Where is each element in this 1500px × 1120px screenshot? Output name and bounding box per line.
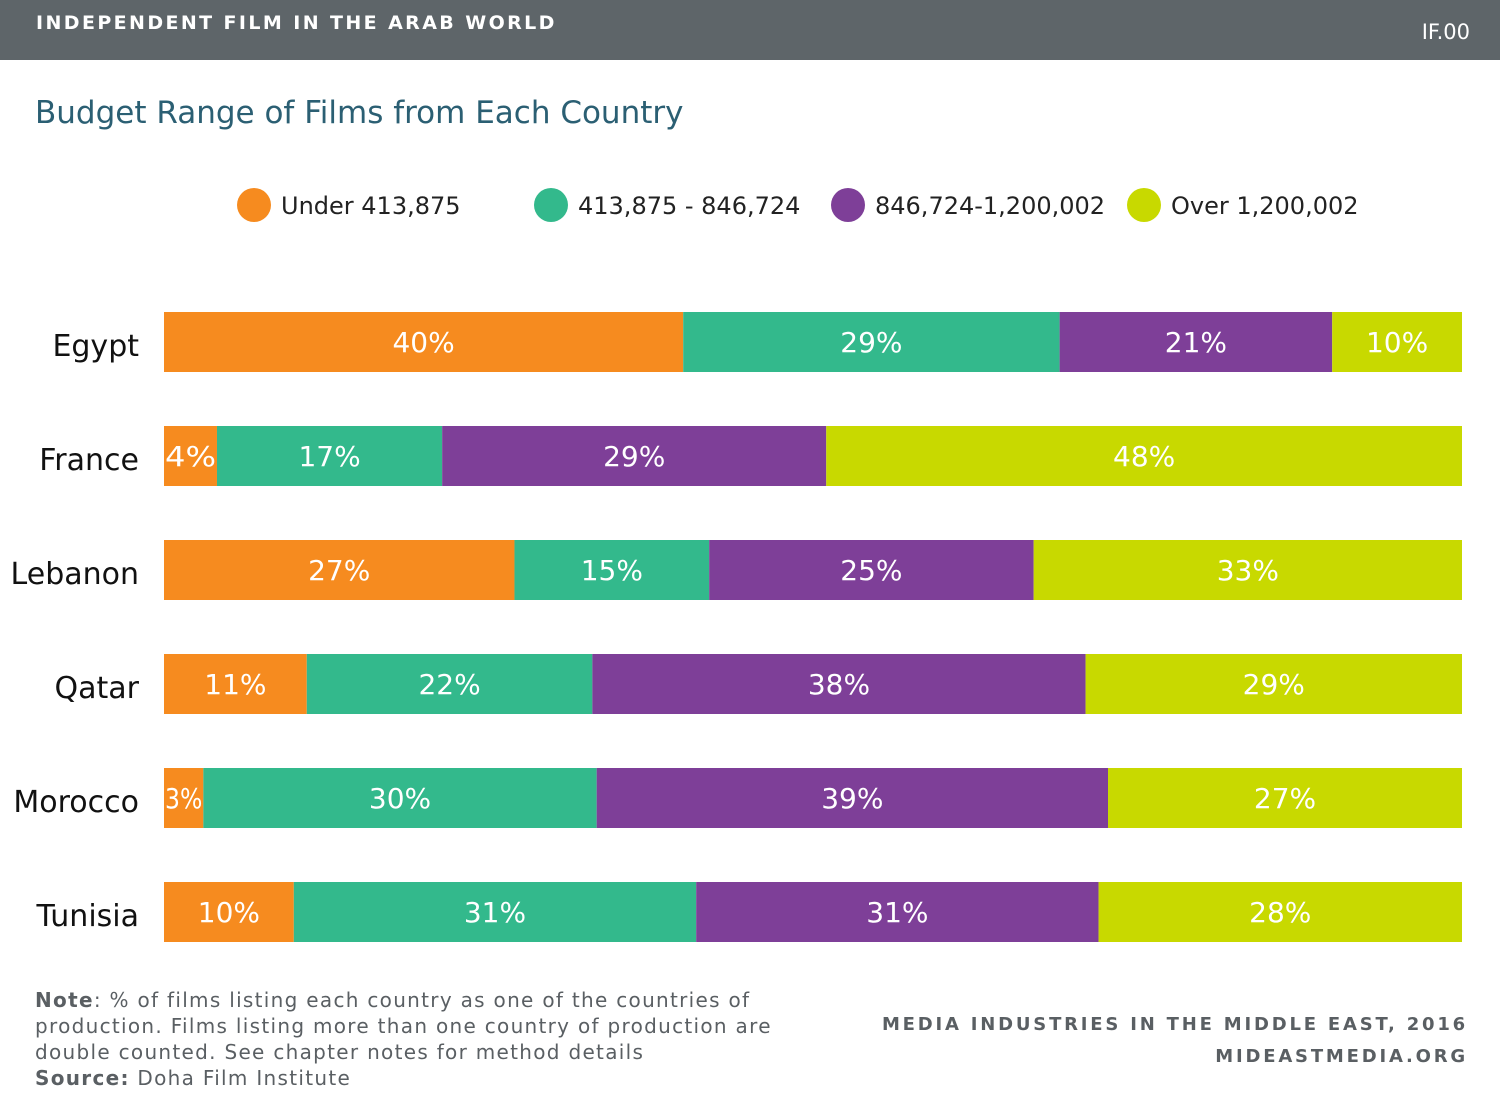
legend-label-over-1-200-002: Over 1,200,002 <box>1171 192 1359 220</box>
bar-france-413-875-846-724 <box>216 426 443 486</box>
data-label-morocco-under-413-875: 3% <box>165 782 202 815</box>
legend-swatch-846-724-1-200-002 <box>831 188 865 222</box>
data-label-egypt-846-724-1-200-002: 21% <box>1165 326 1227 359</box>
bar-egypt-846-724-1-200-002 <box>1059 312 1333 372</box>
data-label-france-413-875-846-724: 17% <box>298 440 360 473</box>
chart-title: Budget Range of Films from Each Country <box>35 95 684 131</box>
bar-morocco-413-875-846-724 <box>203 768 597 828</box>
header-bar: INDEPENDENT FILM IN THE ARAB WORLD IF.00 <box>0 0 1500 60</box>
data-label-lebanon-over-1-200-002: 33% <box>1217 554 1279 587</box>
data-label-france-846-724-1-200-002: 29% <box>603 440 665 473</box>
category-label-tunisia: Tunisia <box>36 899 139 934</box>
data-label-egypt-under-413-875: 40% <box>392 326 454 359</box>
data-label-tunisia-846-724-1-200-002: 31% <box>866 896 928 929</box>
bar-morocco-over-1-200-002 <box>1108 768 1462 828</box>
data-label-egypt-413-875-846-724: 29% <box>840 326 902 359</box>
bar-tunisia-413-875-846-724 <box>293 882 697 942</box>
legend-label-846-724-1-200-002: 846,724-1,200,002 <box>875 192 1105 220</box>
data-label-qatar-413-875-846-724: 22% <box>418 668 480 701</box>
data-label-lebanon-413-875-846-724: 15% <box>581 554 643 587</box>
data-label-qatar-under-413-875: 11% <box>204 668 266 701</box>
data-label-qatar-846-724-1-200-002: 38% <box>808 668 870 701</box>
legend-label-under-413-875: Under 413,875 <box>281 192 461 220</box>
data-label-morocco-846-724-1-200-002: 39% <box>821 782 883 815</box>
bar-france-846-724-1-200-002 <box>442 426 827 486</box>
bar-morocco-under-413-875 <box>164 768 204 828</box>
bar-egypt-under-413-875 <box>164 312 684 372</box>
bar-lebanon-413-875-846-724 <box>514 540 710 600</box>
data-label-france-under-413-875: 4% <box>165 440 216 473</box>
category-label-morocco: Morocco <box>13 785 139 820</box>
category-label-france: France <box>39 443 139 478</box>
bar-qatar-846-724-1-200-002 <box>592 654 1086 714</box>
bar-tunisia-846-724-1-200-002 <box>696 882 1099 942</box>
figure-code: IF.00 <box>1421 20 1470 44</box>
data-label-lebanon-under-413-875: 27% <box>308 554 370 587</box>
data-label-morocco-over-1-200-002: 27% <box>1254 782 1316 815</box>
bar-morocco-846-724-1-200-002 <box>596 768 1108 828</box>
category-label-qatar: Qatar <box>55 671 140 706</box>
header-title: INDEPENDENT FILM IN THE ARAB WORLD <box>36 12 557 34</box>
publication-credit: MEDIA INDUSTRIES IN THE MIDDLE EAST, 201… <box>881 1014 1468 1035</box>
legend-swatch-under-413-875 <box>237 188 271 222</box>
note-label: Note <box>35 988 94 1012</box>
bar-lebanon-846-724-1-200-002 <box>709 540 1034 600</box>
data-label-qatar-over-1-200-002: 29% <box>1243 668 1305 701</box>
data-label-tunisia-over-1-200-002: 28% <box>1249 896 1311 929</box>
data-label-morocco-413-875-846-724: 30% <box>369 782 431 815</box>
source-text: Doha Film Institute <box>129 1066 352 1090</box>
bar-lebanon-over-1-200-002 <box>1033 540 1462 600</box>
bar-qatar-413-875-846-724 <box>306 654 593 714</box>
legend-label-413-875-846-724: 413,875 - 846,724 <box>578 192 800 220</box>
legend-swatch-over-1-200-002 <box>1127 188 1161 222</box>
bar-qatar-over-1-200-002 <box>1085 654 1462 714</box>
legend-swatch-413-875-846-724 <box>534 188 568 222</box>
bar-egypt-413-875-846-724 <box>683 312 1060 372</box>
bar-france-under-413-875 <box>164 426 217 486</box>
source-label: Source: <box>35 1066 130 1090</box>
bar-tunisia-over-1-200-002 <box>1098 882 1462 942</box>
note-text: : % of films listing each country as one… <box>35 988 772 1064</box>
category-label-egypt: Egypt <box>52 329 139 364</box>
data-label-tunisia-413-875-846-724: 31% <box>464 896 526 929</box>
bar-france-over-1-200-002 <box>826 426 1462 486</box>
bar-egypt-over-1-200-002 <box>1332 312 1462 372</box>
data-label-tunisia-under-413-875: 10% <box>198 896 260 929</box>
bar-tunisia-under-413-875 <box>164 882 294 942</box>
website-credit: MIDEASTMEDIA.ORG <box>1215 1046 1468 1067</box>
data-label-france-over-1-200-002: 48% <box>1113 440 1175 473</box>
bar-lebanon-under-413-875 <box>164 540 515 600</box>
bar-qatar-under-413-875 <box>164 654 307 714</box>
data-label-lebanon-846-724-1-200-002: 25% <box>840 554 902 587</box>
data-label-egypt-over-1-200-002: 10% <box>1366 326 1428 359</box>
footnote: Note: % of films listing each country as… <box>35 987 845 1091</box>
category-label-lebanon: Lebanon <box>11 557 139 592</box>
